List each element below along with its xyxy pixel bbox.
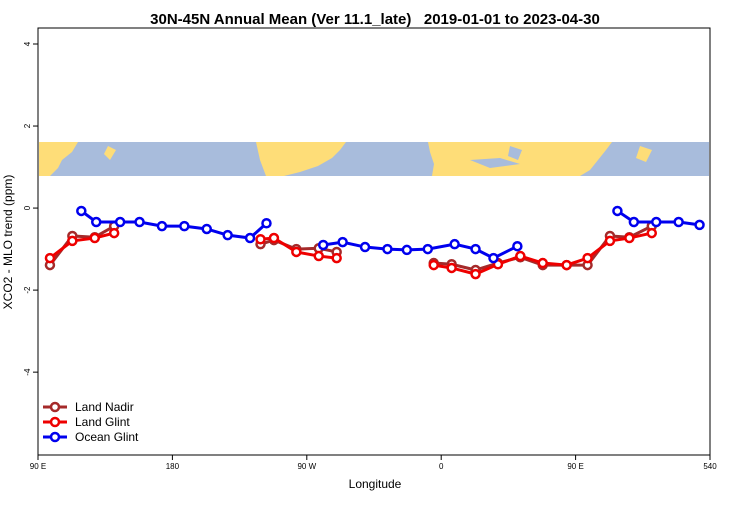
x-tick-label: 180 <box>166 462 180 471</box>
land <box>39 142 78 176</box>
land <box>636 146 652 162</box>
legend-label: Land Nadir <box>75 400 134 414</box>
y-tick-label: 4 <box>23 41 32 46</box>
sea <box>470 158 520 168</box>
y-tick-label: 2 <box>23 123 32 128</box>
legend-label: Ocean Glint <box>75 430 139 444</box>
point <box>156 220 168 232</box>
point <box>628 216 640 228</box>
legend-marker <box>49 401 61 413</box>
x-tick-label: 540 <box>703 462 717 471</box>
point <box>261 217 272 229</box>
point <box>268 232 280 244</box>
point <box>673 216 684 228</box>
point <box>488 252 499 264</box>
y-tick-label: 0 <box>23 205 32 210</box>
point <box>89 232 100 244</box>
point <box>291 246 302 258</box>
point <box>646 227 658 239</box>
point <box>694 219 705 231</box>
point <box>222 229 233 241</box>
point <box>446 262 457 274</box>
point <box>512 240 523 252</box>
y-axis-label: XCO2 - MLO trend (ppm) <box>1 175 15 310</box>
point <box>255 233 266 245</box>
point <box>624 232 635 244</box>
plot-frame <box>37 27 711 456</box>
point <box>470 243 481 255</box>
x-tick-label: 90 E <box>567 462 583 471</box>
legend-marker <box>49 416 61 428</box>
x-tick-label: 0 <box>439 462 444 471</box>
point <box>470 268 481 280</box>
point <box>449 238 460 250</box>
point <box>244 232 256 244</box>
sea <box>508 146 522 160</box>
point <box>331 252 342 264</box>
point <box>67 235 78 247</box>
land <box>428 142 612 176</box>
legend-label: Land Glint <box>75 415 130 429</box>
point <box>179 220 190 232</box>
point <box>582 252 593 264</box>
point <box>537 257 548 269</box>
y-tick-label: -2 <box>23 286 32 294</box>
land <box>104 146 116 160</box>
x-tick-label: 90 E <box>30 462 46 471</box>
point <box>90 216 102 228</box>
legend-marker <box>49 431 61 443</box>
x-tick-label: 90 W <box>297 462 316 471</box>
point <box>317 239 329 251</box>
point <box>422 243 434 255</box>
point <box>650 216 662 228</box>
point <box>561 259 572 271</box>
point <box>114 216 126 228</box>
point <box>359 241 371 253</box>
ocean <box>39 142 709 176</box>
point <box>612 205 623 217</box>
point <box>108 227 120 239</box>
point <box>401 244 413 256</box>
point <box>313 250 324 262</box>
point <box>604 235 616 247</box>
land <box>256 142 346 176</box>
point <box>134 216 145 228</box>
y-tick-label: -4 <box>23 368 32 376</box>
point <box>382 243 393 255</box>
point <box>76 205 87 217</box>
point <box>44 252 56 264</box>
point <box>201 223 212 235</box>
point <box>428 259 439 271</box>
point <box>515 250 526 262</box>
map-band <box>39 142 709 176</box>
x-axis-label: Longitude <box>349 477 402 491</box>
chart-title: 30N-45N Annual Mean (Ver 11.1_late) 2019… <box>150 11 600 28</box>
point <box>337 236 348 248</box>
